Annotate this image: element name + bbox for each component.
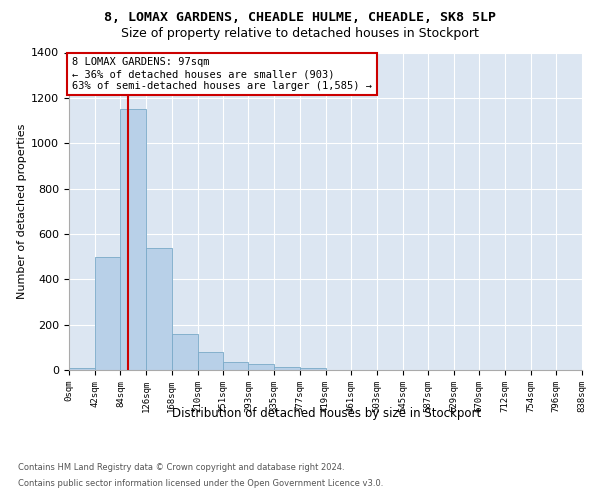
- Bar: [95, 256, 121, 370]
- Bar: [146, 248, 172, 370]
- Text: Size of property relative to detached houses in Stockport: Size of property relative to detached ho…: [121, 28, 479, 40]
- Bar: [274, 366, 300, 370]
- Text: Contains HM Land Registry data © Crown copyright and database right 2024.: Contains HM Land Registry data © Crown c…: [18, 464, 344, 472]
- Bar: [197, 352, 223, 370]
- Text: Distribution of detached houses by size in Stockport: Distribution of detached houses by size …: [172, 408, 482, 420]
- Bar: [121, 109, 146, 370]
- Bar: [172, 334, 197, 370]
- Text: Contains public sector information licensed under the Open Government Licence v3: Contains public sector information licen…: [18, 478, 383, 488]
- Text: 8 LOMAX GARDENS: 97sqm
← 36% of detached houses are smaller (903)
63% of semi-de: 8 LOMAX GARDENS: 97sqm ← 36% of detached…: [72, 58, 372, 90]
- Bar: [300, 368, 325, 370]
- Bar: [248, 364, 274, 370]
- Bar: [69, 368, 95, 370]
- Y-axis label: Number of detached properties: Number of detached properties: [17, 124, 27, 299]
- Bar: [223, 362, 248, 370]
- Text: 8, LOMAX GARDENS, CHEADLE HULME, CHEADLE, SK8 5LP: 8, LOMAX GARDENS, CHEADLE HULME, CHEADLE…: [104, 11, 496, 24]
